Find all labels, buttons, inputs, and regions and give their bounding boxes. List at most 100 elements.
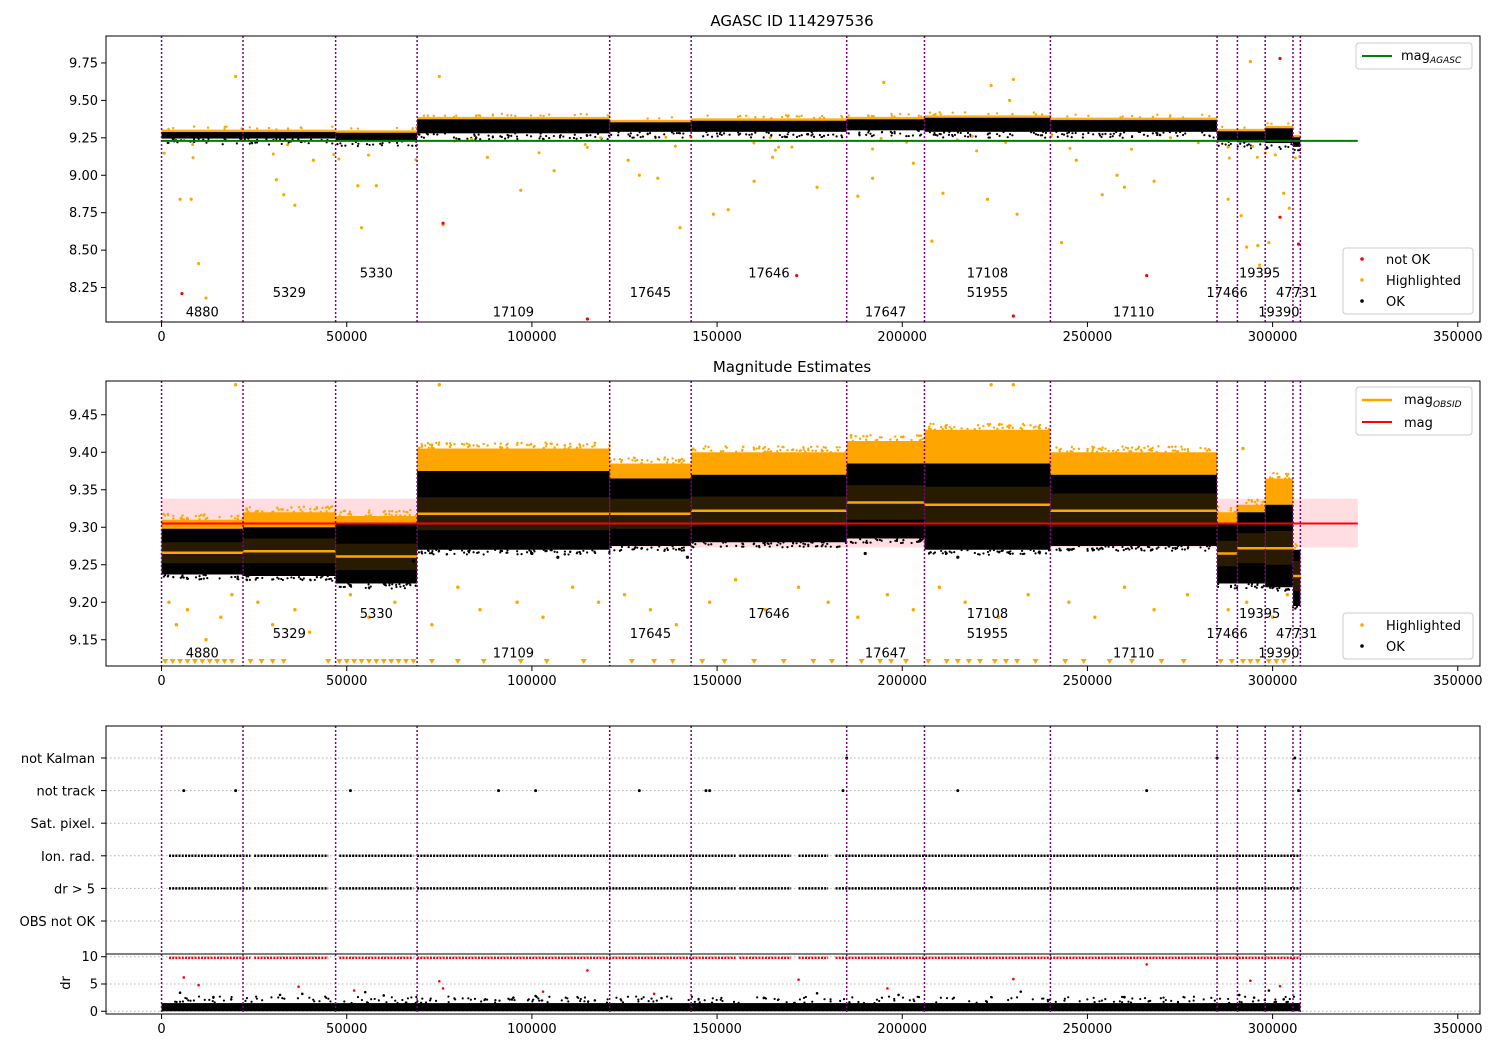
ok-point xyxy=(1067,131,1071,134)
ok-point xyxy=(869,541,872,544)
clipped-low-marker xyxy=(1254,659,1261,664)
mag-xtick-label: 350000 xyxy=(1433,674,1483,689)
highlighted-point xyxy=(332,153,336,157)
clipped-low-marker xyxy=(221,659,228,664)
dr-ok-point xyxy=(756,996,759,999)
flag-point xyxy=(534,789,538,793)
highlighted-point xyxy=(966,427,969,431)
highlighted-point xyxy=(191,143,195,147)
highlighted-point xyxy=(248,126,252,129)
highlighted-point xyxy=(167,127,170,131)
highlighted-point xyxy=(982,424,985,428)
highlighted-point xyxy=(181,514,184,517)
ok-point xyxy=(430,551,433,554)
dr-ok-point xyxy=(1228,1001,1231,1004)
dr-not-ok-point xyxy=(182,976,186,979)
highlighted-point xyxy=(398,509,401,513)
ok-point xyxy=(762,136,765,139)
ok-point xyxy=(942,136,945,139)
highlighted-point xyxy=(236,515,239,518)
mag-ytick-label: 9.40 xyxy=(69,446,98,461)
highlighted-point xyxy=(1032,111,1036,114)
highlighted-point xyxy=(752,141,756,145)
ok-point xyxy=(336,143,339,146)
dr-ok-point xyxy=(811,1000,814,1003)
ok-point xyxy=(473,134,476,137)
highlighted-points-band xyxy=(335,516,418,524)
highlighted-points-band xyxy=(924,429,1051,464)
highlighted-point xyxy=(1247,498,1250,502)
flag-point xyxy=(348,789,352,793)
clipped-low-marker xyxy=(1273,659,1280,664)
dr-ok-point xyxy=(363,990,367,994)
dr-not-ok-point xyxy=(1012,977,1015,981)
highlighted-points-band xyxy=(417,116,610,120)
ok-point xyxy=(1151,132,1154,135)
highlighted-point xyxy=(477,114,480,117)
dr-ok-point xyxy=(507,997,510,1000)
highlighted-point xyxy=(838,446,841,449)
ok-point xyxy=(820,135,823,139)
highlighted-point xyxy=(1055,446,1058,449)
dr-not-ok-point xyxy=(1145,963,1148,966)
ok-point xyxy=(1278,145,1281,149)
ok-point xyxy=(736,131,740,134)
highlighted-point xyxy=(579,112,583,116)
dr-ok-point xyxy=(842,997,846,1001)
highlighted-point xyxy=(633,456,636,460)
ok-point xyxy=(1032,549,1035,553)
dr-ok-point xyxy=(329,1000,332,1003)
panel-dr: dr 0 50000 100000 150000 200000 250000 300000 3… xyxy=(59,950,1483,1037)
ok-point xyxy=(428,552,432,555)
dr-ok-point xyxy=(968,1000,971,1003)
clipped-low-marker xyxy=(1080,659,1087,664)
highlighted-point xyxy=(348,512,351,516)
highlighted-point xyxy=(1255,155,1259,159)
highlighted-point xyxy=(430,444,434,448)
ok-point xyxy=(1246,144,1249,147)
highlighted-point xyxy=(579,446,582,449)
highlighted-point xyxy=(200,513,203,517)
ok-point xyxy=(586,551,589,554)
highlighted-point xyxy=(1272,472,1275,475)
ok-points-band xyxy=(417,118,610,134)
dr-ok-point xyxy=(1162,1000,1165,1003)
dr-ok-point xyxy=(546,1001,549,1004)
ok-point xyxy=(181,575,184,578)
ok-point xyxy=(420,550,423,553)
ok-point xyxy=(499,135,502,138)
highlighted-point xyxy=(921,437,924,441)
highlighted-point xyxy=(1126,447,1130,450)
clipped-low-marker xyxy=(454,659,461,664)
ok-point xyxy=(520,553,523,556)
ok-point xyxy=(702,135,705,138)
highlighted-point xyxy=(1143,446,1146,450)
dr-ok-point xyxy=(773,997,776,1001)
ok-point xyxy=(477,133,480,136)
ok-point xyxy=(722,541,725,544)
highlighted-point xyxy=(851,439,855,443)
ok-point xyxy=(1276,589,1280,592)
dr-ok-point xyxy=(370,998,373,1001)
dr-ok-point xyxy=(410,996,413,999)
panel-mag-legend-top: mag OBSID mag xyxy=(1355,386,1473,436)
dr-not-ok-point xyxy=(652,992,656,996)
highlighted-point xyxy=(1038,427,1041,430)
ok-point xyxy=(582,549,585,552)
highlighted-point xyxy=(563,447,567,450)
ok-point xyxy=(532,548,535,551)
highlighted-point xyxy=(277,508,280,511)
highlighted-point xyxy=(411,127,414,131)
highlighted-point xyxy=(1226,608,1230,612)
ok-point xyxy=(510,134,513,137)
ok-point xyxy=(329,577,333,580)
highlighted-point xyxy=(1294,546,1297,549)
ok-point xyxy=(768,545,771,548)
highlighted-point xyxy=(1047,427,1051,431)
dr-ok-point xyxy=(548,995,551,998)
ok-point xyxy=(435,548,438,552)
clipped-low-marker xyxy=(1180,659,1187,664)
highlighted-point xyxy=(348,593,353,597)
ok-point xyxy=(745,133,748,136)
